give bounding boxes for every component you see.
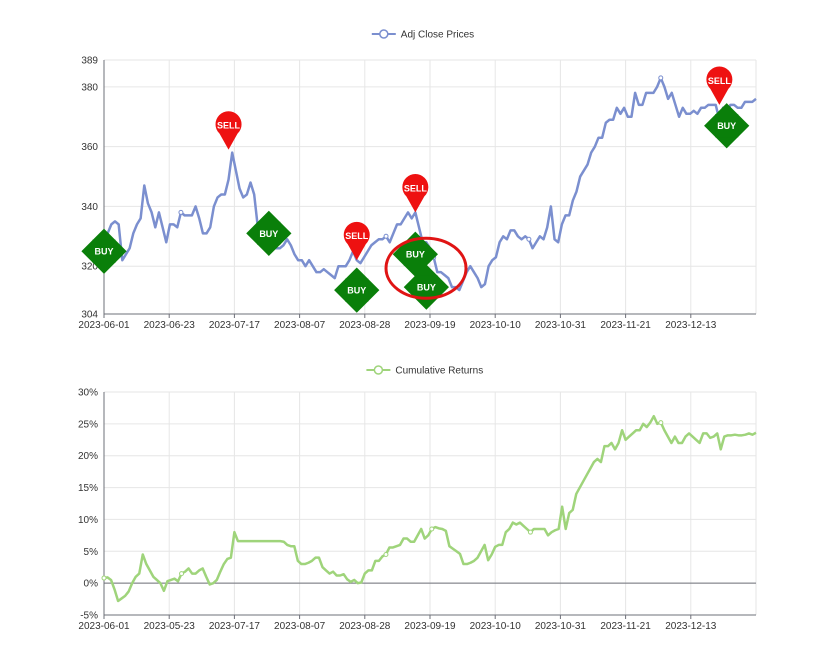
- x-tick-label: 2023-08-07: [274, 320, 326, 331]
- sell-pin-icon: [215, 111, 242, 150]
- sell-label: SELL: [217, 121, 241, 131]
- x-tick-label: 2023-07-17: [209, 621, 261, 632]
- y-tick-label: 20%: [78, 451, 98, 462]
- sell-marker[interactable]: SELL: [402, 174, 429, 213]
- returns-chart: Cumulative Returns -5% 0% 5% 10% 15% 20% 25% 30%…: [78, 365, 757, 632]
- x-tick-label: 2023-10-31: [535, 621, 587, 632]
- data-point[interactable]: [658, 420, 664, 426]
- y-tick-label: 320: [81, 262, 98, 273]
- x-tick-label: 2023-08-28: [339, 320, 391, 331]
- buy-label: BUY: [417, 283, 436, 293]
- legend-marker-icon: [379, 29, 389, 39]
- x-tick-label: 2023-07-17: [209, 320, 261, 331]
- x-tick-label: 2023-10-10: [470, 621, 522, 632]
- buy-diamond-core: [715, 114, 739, 138]
- y-tick-label: 30%: [78, 388, 98, 399]
- y-tick-label: 25%: [78, 419, 98, 430]
- sell-label: SELL: [345, 231, 369, 241]
- sell-marker[interactable]: SELL: [343, 221, 370, 261]
- sell-pin-icon: [343, 221, 370, 261]
- data-point[interactable]: [179, 571, 185, 577]
- legend-label: Adj Close Prices: [401, 30, 474, 41]
- y-tick-label: 304: [81, 310, 98, 321]
- sell-label: SELL: [404, 183, 428, 193]
- buy-diamond-core: [345, 278, 369, 302]
- legend[interactable]: Adj Close Prices: [371, 29, 474, 41]
- y-tick-label: 340: [81, 202, 98, 213]
- x-tick-label: 2023-11-21: [600, 621, 651, 632]
- buy-marker[interactable]: BUY: [704, 103, 750, 149]
- data-point[interactable]: [429, 526, 435, 532]
- x-tick-label: 2023-09-19: [404, 621, 456, 632]
- data-point[interactable]: [178, 209, 184, 215]
- x-tick-label: 2023-10-10: [470, 320, 522, 331]
- sell-pin-icon: [402, 174, 429, 213]
- buy-diamond-core: [92, 239, 116, 263]
- y-tick-label: 389: [81, 56, 98, 67]
- x-tick-label: 2023-06-01: [78, 621, 130, 632]
- y-tick-label: 380: [81, 82, 98, 93]
- sell-marker[interactable]: SELL: [706, 66, 733, 105]
- y-tick-label: 15%: [78, 483, 98, 494]
- legend-label: Cumulative Returns: [395, 366, 483, 377]
- x-tick-label: 2023-05-23: [144, 621, 196, 632]
- data-point[interactable]: [527, 529, 533, 535]
- y-tick-label: 10%: [78, 515, 98, 526]
- data-point[interactable]: [526, 236, 532, 242]
- buy-diamond-core: [403, 242, 427, 266]
- x-tick-label: 2023-08-07: [274, 621, 326, 632]
- x-tick-label: 2023-12-13: [665, 320, 717, 331]
- series-line[interactable]: [103, 414, 757, 603]
- buy-diamond-core: [257, 221, 281, 245]
- x-tick-label: 2023-08-28: [339, 621, 391, 632]
- x-tick-label: 2023-11-21: [600, 320, 651, 331]
- buy-label: BUY: [94, 247, 113, 257]
- x-tick-label: 2023-10-31: [535, 320, 587, 331]
- data-point[interactable]: [383, 551, 389, 557]
- highlight-ring: [384, 236, 468, 300]
- y-tick-label: 0%: [84, 579, 99, 590]
- y-tick-label: 360: [81, 142, 98, 153]
- buy-marker[interactable]: BUY: [334, 267, 380, 313]
- data-point[interactable]: [101, 575, 107, 581]
- y-tick-label: 5%: [84, 547, 99, 558]
- buy-label: BUY: [347, 286, 366, 296]
- buy-marker[interactable]: BUY: [246, 210, 292, 256]
- legend[interactable]: Cumulative Returns: [366, 365, 483, 377]
- x-tick-label: 2023-06-01: [78, 320, 130, 331]
- buy-label: BUY: [717, 121, 736, 131]
- legend-marker-icon: [373, 365, 384, 375]
- buy-label: BUY: [259, 229, 278, 239]
- y-tick-label: -5%: [80, 611, 98, 622]
- price-chart: Adj Close Prices 304 320 340 360 380 389 2023-0…: [78, 29, 757, 331]
- x-tick-label: 2023-09-19: [404, 320, 456, 331]
- buy-label: BUY: [406, 250, 425, 260]
- sell-marker[interactable]: SELL: [215, 111, 242, 150]
- buy-marker[interactable]: BUY: [81, 228, 127, 274]
- x-tick-label: 2023-12-13: [665, 621, 717, 632]
- data-point[interactable]: [658, 75, 664, 81]
- x-tick-label: 2023-06-23: [144, 320, 196, 331]
- sell-label: SELL: [708, 76, 732, 86]
- sell-pin-icon: [706, 66, 733, 105]
- buy-diamond-core: [414, 275, 438, 299]
- data-point[interactable]: [383, 233, 389, 239]
